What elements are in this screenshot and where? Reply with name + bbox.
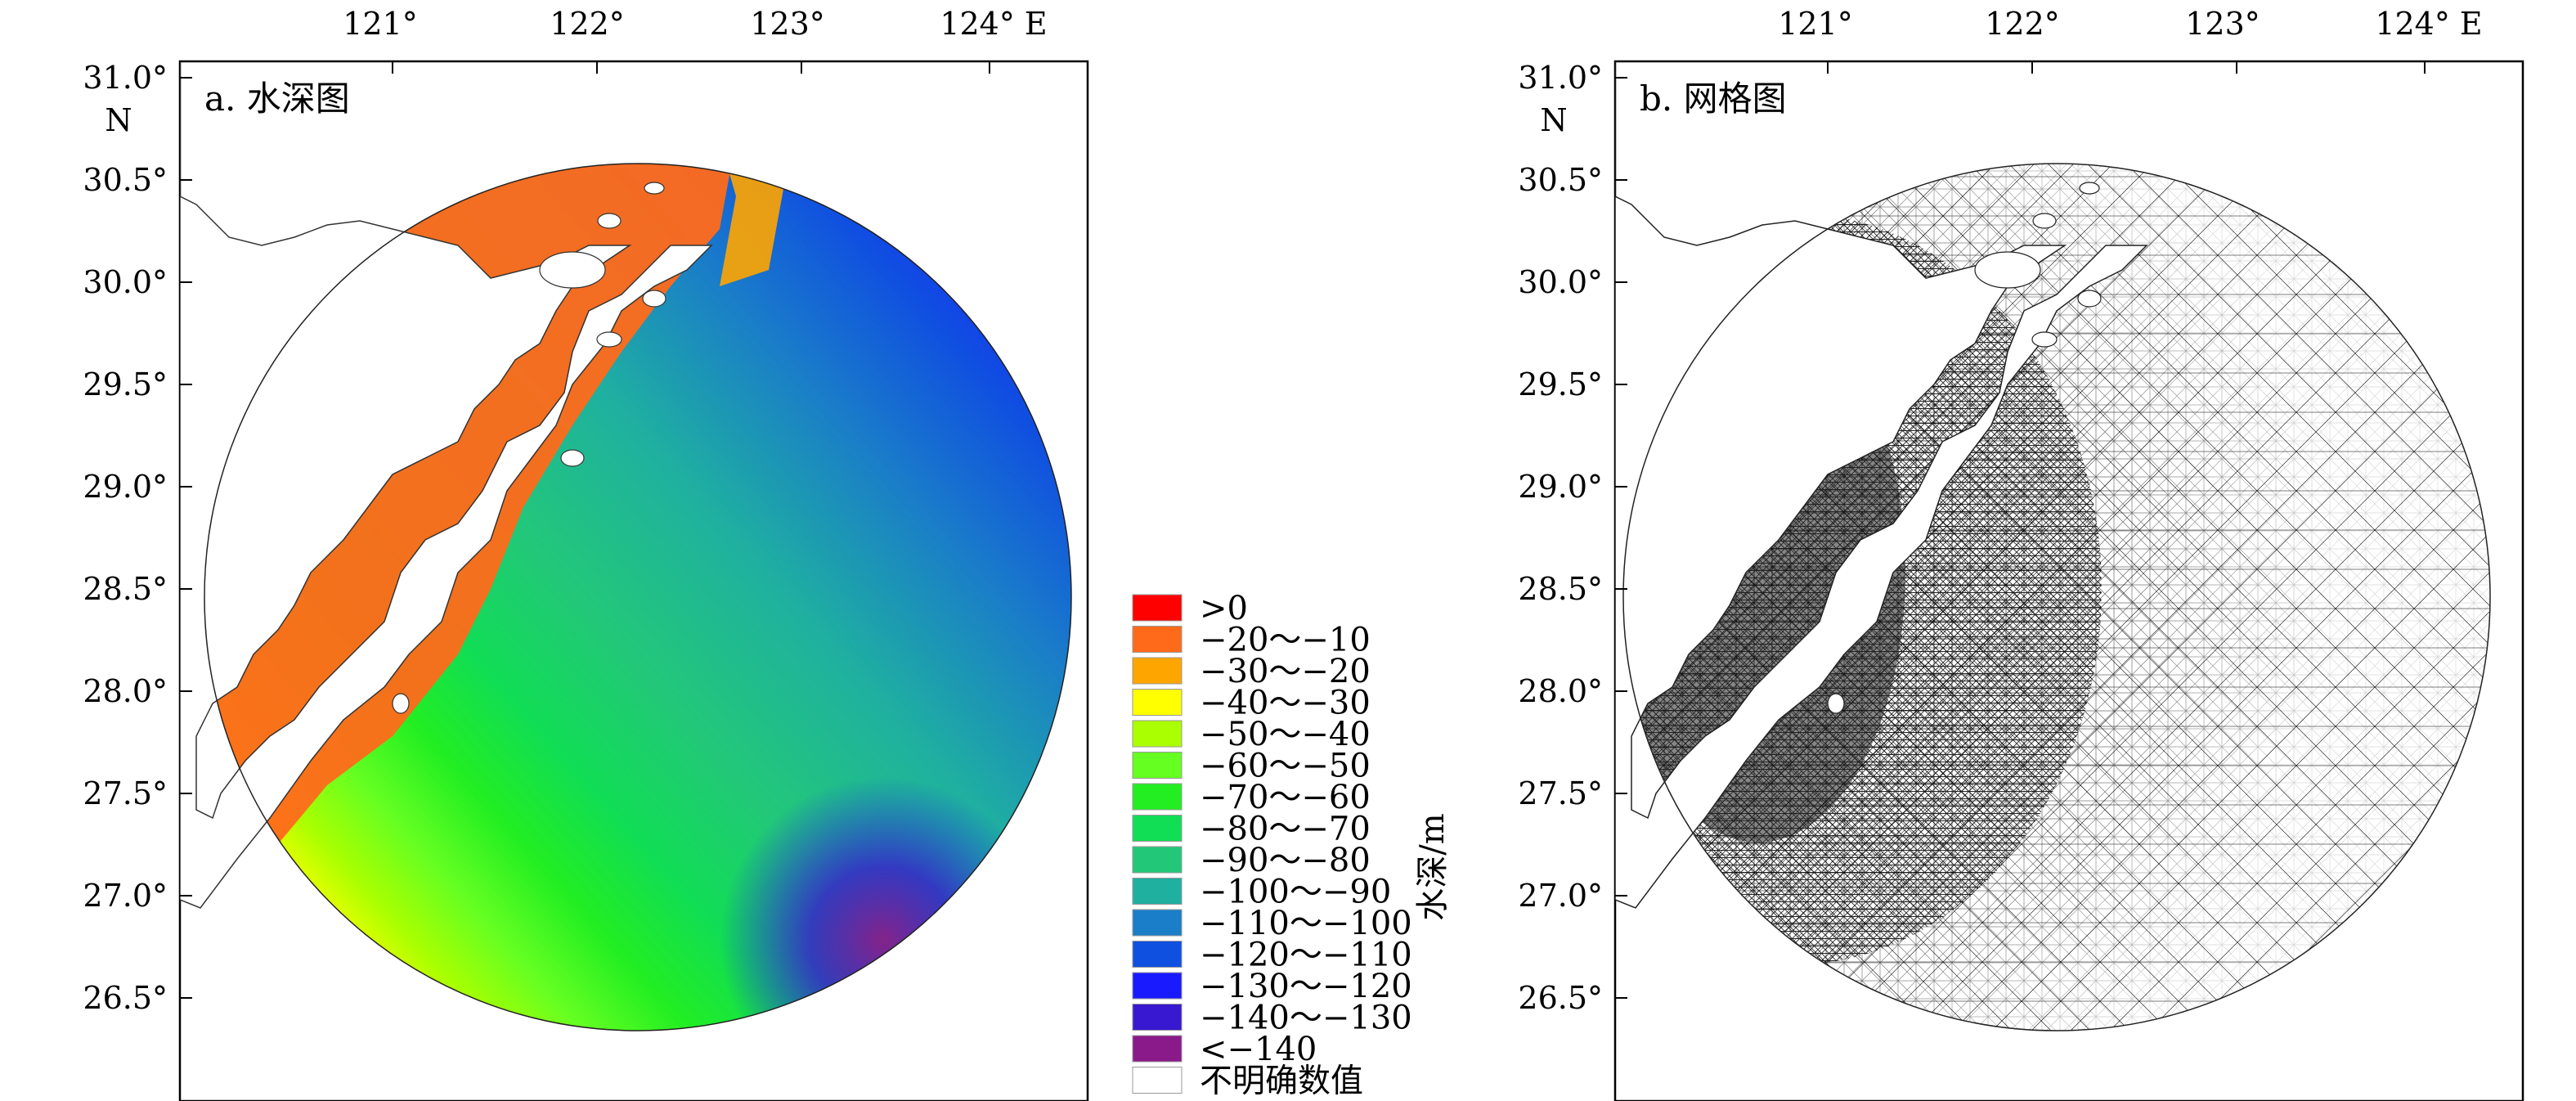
lat-tick: 29.5° (1518, 366, 1603, 402)
lat-tick: 28.0° (1518, 673, 1603, 709)
legend-swatch (1132, 626, 1183, 653)
legend-label: −120～−110 (1200, 937, 1412, 974)
legend-swatch (1132, 689, 1183, 716)
lat-tick: 28.5° (1518, 571, 1603, 607)
lat-tick: 30.0° (1518, 264, 1603, 300)
lon-tick: 123° (2185, 6, 2260, 42)
legend-swatch (1132, 909, 1183, 937)
legend-label: −30～−20 (1200, 653, 1371, 690)
island (392, 693, 410, 714)
legend-label: −70～−60 (1200, 779, 1371, 816)
legend-swatch (1132, 846, 1183, 874)
legend-label: 不明确数值 (1200, 1063, 1363, 1100)
legend: 水深/m >0−20～−10−30～−20−40～−30−50～−40−60～−… (1132, 590, 1452, 1100)
island (2079, 182, 2100, 195)
lat-tick: 27.5° (1518, 775, 1603, 811)
panel-b-title: b. 网格图 (1640, 79, 1787, 119)
lat-tick: 31.0° (83, 60, 168, 96)
legend-label: −90～−80 (1200, 842, 1371, 879)
legend-swatch (1132, 657, 1183, 685)
lat-unit: N (1540, 102, 1567, 138)
lon-tick: 124° E (2375, 6, 2482, 42)
legend-label: −110～−100 (1200, 905, 1412, 942)
legend-label: −100～−90 (1200, 874, 1391, 911)
lon-tick: 121° (1778, 6, 1853, 42)
legend-swatch (1132, 783, 1183, 811)
island (1827, 693, 1845, 714)
legend-label: −130～−120 (1200, 968, 1412, 1005)
legend-swatch (1132, 815, 1183, 842)
lat-tick: 30.5° (83, 162, 168, 198)
lat-tick: 29.0° (1518, 469, 1603, 505)
island (642, 290, 666, 308)
legend-label: −20～−10 (1200, 622, 1371, 659)
legend-swatch (1132, 1035, 1183, 1063)
lat-tick: 28.0° (83, 673, 168, 709)
lat-tick: 27.5° (83, 775, 168, 811)
legend-swatch (1132, 752, 1183, 779)
legend-label: −140～−130 (1200, 1000, 1412, 1037)
island (1974, 251, 2041, 289)
lat-tick: 29.5° (83, 366, 168, 402)
lat-tick: 30.5° (1518, 162, 1603, 198)
legend-swatch (1132, 720, 1183, 748)
lon-tick: 123° (750, 6, 825, 42)
lat-tick: 30.0° (83, 264, 168, 300)
island (539, 251, 606, 289)
legend-label: <−140 (1200, 1031, 1317, 1068)
island (2031, 331, 2058, 348)
lat-tick: 27.0° (83, 878, 168, 914)
legend-label: −60～−50 (1200, 748, 1371, 785)
lon-tick: 122° (1985, 6, 2060, 42)
lon-tick: 122° (550, 6, 625, 42)
lat-tick: 27.0° (1518, 878, 1603, 914)
legend-label: >0 (1200, 590, 1248, 627)
legend-swatch (1132, 594, 1183, 622)
legend-swatch (1132, 1067, 1183, 1094)
island (597, 213, 622, 229)
legend-swatch (1132, 1004, 1183, 1031)
legend-swatch (1132, 878, 1183, 905)
legend-swatch (1132, 972, 1183, 1000)
island (560, 449, 585, 467)
lat-unit: N (105, 102, 132, 138)
lat-tick: 28.5° (83, 571, 168, 607)
island (2077, 290, 2102, 308)
legend-title: 水深/m (1414, 813, 1452, 920)
lon-tick: 124° E (940, 6, 1047, 42)
panel-a: 121° 122° 123° 124° E 31.0° N 30.5° 30.0… (83, 6, 1089, 1101)
panel-b: 121° 122° 123° 124° E 31.0° N 30.5° 30.0… (1518, 6, 2524, 1101)
legend-label: −40～−30 (1200, 685, 1371, 722)
lat-tick: 31.0° (1518, 60, 1603, 96)
legend-label: −80～−70 (1200, 811, 1371, 848)
lat-tick: 26.5° (1518, 980, 1603, 1016)
legend-label: −50～−40 (1200, 716, 1371, 753)
island (644, 182, 665, 195)
panel-a-title: a. 水深图 (204, 79, 350, 119)
island (2032, 213, 2057, 229)
legend-swatch (1132, 941, 1183, 968)
lat-tick: 26.5° (83, 980, 168, 1016)
lon-tick: 121° (343, 6, 418, 42)
lat-tick: 29.0° (83, 469, 168, 505)
island (596, 331, 622, 348)
